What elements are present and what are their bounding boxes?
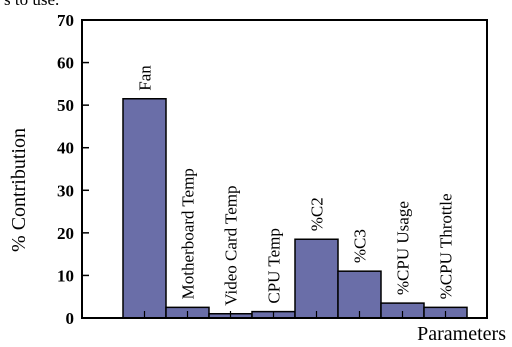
y-tick-label: 50 xyxy=(57,96,74,115)
category-label: CPU Temp xyxy=(265,228,284,303)
x-axis-title: Parameters xyxy=(417,323,506,345)
y-tick-label: 70 xyxy=(57,11,74,30)
category-label: Motherboard Temp xyxy=(179,168,198,299)
x-axis-ticks xyxy=(143,311,447,318)
y-axis-title: % Contribution xyxy=(8,128,30,252)
plot-frame xyxy=(81,19,488,319)
category-label: Fan xyxy=(136,65,155,91)
category-label: %C3 xyxy=(351,229,370,263)
y-tick-label: 0 xyxy=(66,309,75,328)
y-axis-ticks: 0 10 20 30 40 50 60 70 xyxy=(57,11,89,328)
bar-0 xyxy=(122,98,167,319)
y-tick-label: 10 xyxy=(57,266,74,285)
clipped-top-text: s to use. xyxy=(4,0,59,9)
y-tick-label: 30 xyxy=(57,181,74,200)
bar-4 xyxy=(294,238,339,319)
category-label: Video Card Temp xyxy=(222,186,241,306)
y-tick-label: 20 xyxy=(57,224,74,243)
category-labels: Fan Motherboard Temp Video Card Temp CPU Te… xyxy=(136,65,456,306)
bars xyxy=(122,98,468,319)
category-label: %C2 xyxy=(308,197,327,231)
y-tick-label: 60 xyxy=(57,54,74,73)
category-label: %CPU Throttle xyxy=(437,193,456,299)
bar-5 xyxy=(337,270,382,319)
y-tick-label: 40 xyxy=(57,139,74,158)
category-label: %CPU Usage xyxy=(394,201,413,295)
